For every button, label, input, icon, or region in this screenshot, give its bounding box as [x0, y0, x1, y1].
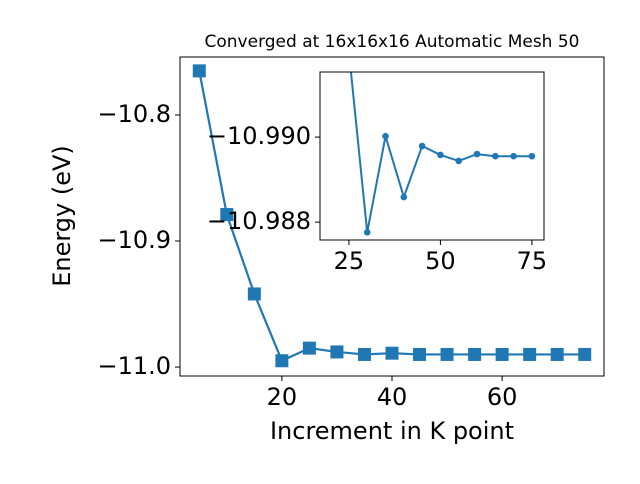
- data-point: [510, 152, 517, 160]
- data-point: [455, 157, 463, 165]
- data-point: [468, 347, 482, 361]
- x-axis-label: Increment in K point: [270, 417, 514, 445]
- data-point: [382, 132, 389, 140]
- data-point: [528, 152, 536, 160]
- y-tick-label: −10.8: [97, 100, 171, 128]
- data-point: [523, 347, 537, 361]
- data-point: [330, 345, 344, 359]
- y-axis-label: Energy (eV): [48, 145, 76, 287]
- data-point: [437, 151, 444, 159]
- data-point: [440, 347, 454, 361]
- y-tick-label: −10.990: [207, 122, 311, 150]
- data-point: [495, 347, 509, 361]
- data-point: [357, 347, 371, 361]
- data-point: [275, 354, 289, 368]
- data-point: [192, 64, 206, 78]
- series-group: [192, 64, 592, 368]
- x-tick-label: 20: [267, 383, 298, 411]
- y-tick-label: −11.0: [97, 352, 171, 380]
- data-point: [220, 208, 234, 222]
- axes-frame: [179, 56, 605, 377]
- data-point: [302, 341, 316, 355]
- y-tick-label: −10.9: [97, 226, 171, 254]
- x-tick-label: 40: [377, 383, 408, 411]
- data-point: [550, 347, 564, 361]
- x-tick-label: 75: [517, 247, 548, 275]
- data-point: [385, 346, 399, 360]
- data-point: [492, 152, 499, 160]
- x-tick-label: 60: [487, 383, 518, 411]
- chart-title: Converged at 16x16x16 Automatic Mesh 50: [205, 32, 580, 52]
- data-point: [418, 142, 426, 150]
- data-point: [363, 229, 371, 236]
- data-point: [578, 347, 592, 361]
- data-point: [473, 150, 481, 158]
- x-tick-label: 25: [334, 247, 365, 275]
- y-tick-label: −10.988: [207, 207, 311, 235]
- x-tick-label: 50: [425, 247, 456, 275]
- series-group: [349, 72, 536, 236]
- axes-frame: [319, 71, 545, 241]
- data-point: [247, 287, 261, 301]
- data-point: [400, 193, 408, 201]
- data-point: [413, 347, 427, 361]
